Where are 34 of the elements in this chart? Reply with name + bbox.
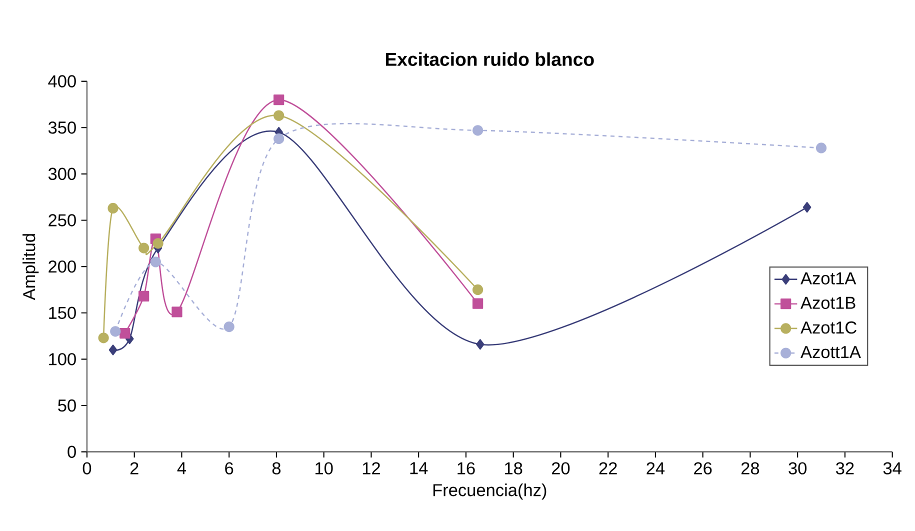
y-tick-label: 400 (48, 75, 76, 88)
x-tick-label: 6 (225, 462, 234, 474)
x-tick-label: 22 (599, 462, 617, 474)
y-tick-label: 0 (68, 446, 76, 458)
legend-label: Azot1B (800, 296, 856, 309)
x-tick-label: 32 (836, 462, 854, 474)
legend-label: Azott1A (800, 346, 861, 358)
x-tick-label: 0 (82, 462, 92, 474)
legend-label: Azot1C (800, 321, 856, 334)
x-tick-label: 18 (505, 462, 522, 474)
x-tick-label: 24 (646, 462, 665, 474)
x-tick-label: 2 (130, 462, 138, 474)
x-tick-label: 12 (362, 462, 380, 474)
x-tick-label: 34 (883, 462, 902, 474)
x-axis-title: Frecuencia(hz) (433, 483, 546, 500)
y-tick-label: 150 (49, 306, 76, 319)
x-tick-label: 14 (410, 462, 428, 474)
y-tick-label: 250 (48, 214, 76, 226)
y-tick-label: 100 (49, 352, 76, 366)
y-tick-label: 50 (58, 399, 76, 412)
y-axis-title: Amplitud (22, 234, 39, 300)
x-tick-label: 20 (552, 462, 570, 474)
x-tick-label: 16 (458, 462, 475, 474)
chart-title: Excitacion ruido blanco (386, 52, 594, 66)
x-tick-label: 28 (741, 462, 760, 474)
x-tick-label: 26 (694, 462, 712, 474)
legend-label: Azot1A (800, 272, 856, 284)
x-tick-label: 10 (316, 462, 333, 474)
x-tick-label: 30 (788, 462, 807, 474)
x-tick-label: 8 (272, 462, 281, 474)
y-tick-label: 200 (48, 260, 76, 273)
y-tick-label: 350 (48, 121, 76, 134)
x-tick-label: 4 (177, 462, 186, 474)
y-tick-label: 300 (48, 168, 76, 180)
